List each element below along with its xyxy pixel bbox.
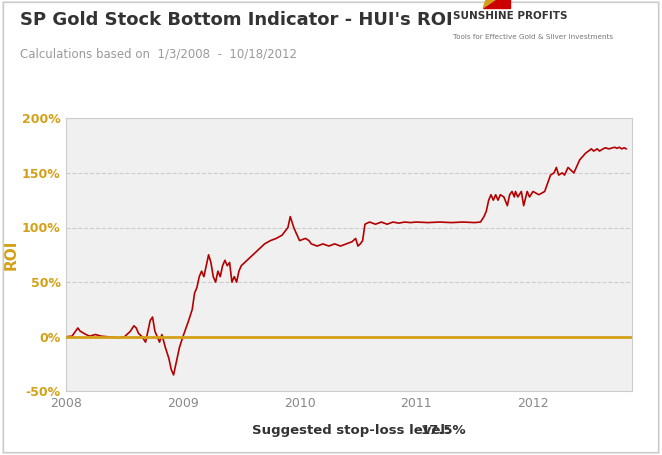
Text: Calculations based on  1/3/2008  -  10/18/2012: Calculations based on 1/3/2008 - 10/18/2…	[20, 48, 297, 61]
Text: 17.5%: 17.5%	[420, 424, 466, 437]
Text: Suggested stop-loss level:: Suggested stop-loss level:	[252, 424, 450, 437]
Text: SP Gold Stock Bottom Indicator - HUI's ROI: SP Gold Stock Bottom Indicator - HUI's R…	[20, 11, 453, 30]
Text: SUNSHINE PROFITS: SUNSHINE PROFITS	[453, 11, 568, 21]
Text: Tools for Effective Gold & Silver Investments: Tools for Effective Gold & Silver Invest…	[453, 34, 614, 40]
Y-axis label: ROI: ROI	[4, 240, 19, 270]
